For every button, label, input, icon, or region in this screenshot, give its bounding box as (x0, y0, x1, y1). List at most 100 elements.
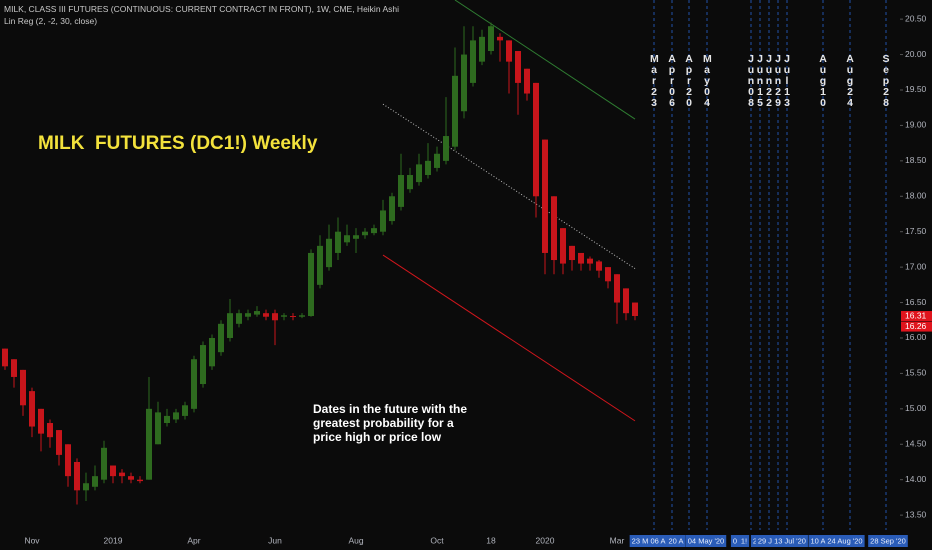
candle-body (389, 196, 395, 222)
future-axis-label: 06 A (650, 536, 665, 545)
future-axis-box (685, 535, 727, 547)
candle-body (533, 82, 539, 197)
candle-body (164, 415, 170, 424)
candle-body (101, 447, 107, 480)
future-axis-box (738, 535, 750, 547)
candle-body (110, 465, 116, 477)
y-tick-label: 14.00 (905, 474, 927, 484)
future-axis-label: 04 May '20 (688, 536, 724, 545)
future-axis-box (868, 535, 908, 547)
future-axis-box (730, 535, 740, 547)
candle-body (281, 315, 287, 317)
trend-line (454, 0, 636, 120)
candle-body (65, 444, 71, 477)
y-tick-label: 18.50 (905, 155, 927, 165)
candle-body (326, 238, 332, 268)
plot (2, 0, 887, 530)
future-date-label: Jun 29 (774, 53, 782, 109)
future-date-label: Sep 28 (882, 53, 890, 109)
candle-body (74, 461, 80, 491)
candle-body (614, 274, 620, 303)
candle-body (119, 472, 125, 477)
future-axis-label: 10 A (810, 536, 825, 545)
candle-body (299, 315, 305, 317)
candle-body (218, 323, 224, 353)
future-axis-label: 24 Aug '20 (827, 536, 862, 545)
candle-body (308, 252, 314, 317)
y-tick-label: 18.00 (905, 191, 927, 201)
candle-body (560, 228, 566, 264)
x-tick-label: 2019 (104, 535, 123, 545)
candle-body (551, 196, 557, 261)
candle-body (254, 311, 260, 315)
candle-body (11, 359, 17, 377)
future-axis-label: 0 (733, 536, 737, 545)
future-axis-label: 20 A (668, 536, 683, 545)
last-price-box (901, 321, 932, 332)
y-tick-label: 16.00 (905, 332, 927, 342)
candle-body (245, 313, 251, 317)
y-tick-label: 20.00 (905, 49, 927, 59)
candle-body (353, 235, 359, 239)
candle-body (29, 391, 35, 427)
y-tick-label: 14.50 (905, 439, 927, 449)
chart-title: MILK FUTURES (DC1!) Weekly (38, 133, 318, 154)
candle-body (209, 337, 215, 367)
candle-body (344, 235, 350, 243)
x-tick-label: 18 (486, 535, 496, 545)
candle-body (596, 261, 602, 271)
future-date-label: Aug 24 (846, 53, 854, 109)
candle-body (497, 36, 503, 41)
candle-body (524, 68, 530, 94)
future-date-label: Mar 23 (650, 53, 659, 109)
future-axis-box (825, 535, 865, 547)
x-tick-label: Oct (430, 535, 444, 545)
candle-body (587, 258, 593, 264)
candle-body (371, 228, 377, 234)
y-tick-label: 19.50 (905, 84, 927, 94)
x-tick-label: Apr (187, 535, 200, 545)
y-tick-label: 15.50 (905, 368, 927, 378)
x-tick-label: Nov (24, 535, 40, 545)
candle-body (191, 359, 197, 409)
future-axis-box (808, 535, 828, 547)
candle-body (2, 348, 8, 367)
x-tick-label: Aug (348, 535, 363, 545)
future-date-label: Aug 10 (819, 53, 827, 109)
candle-body (335, 231, 341, 253)
future-date-label: Apr 06 (668, 53, 676, 109)
last-price-label: 16.26 (905, 321, 927, 331)
future-axis-box (648, 535, 668, 547)
candle-body (398, 175, 404, 207)
y-tick-label: 15.00 (905, 403, 927, 413)
future-axis-label: 1! (741, 536, 747, 545)
future-date-label: Jun 22 (765, 53, 773, 109)
candle-body (182, 405, 188, 416)
candle-body (317, 245, 323, 285)
y-tick-label: 20.50 (905, 13, 927, 23)
candle-body (380, 210, 386, 232)
future-axis-box (666, 535, 686, 547)
future-date-label: Apr 20 (685, 53, 693, 109)
future-axis-box (629, 535, 651, 547)
candle-body (272, 313, 278, 321)
future-axis-box (772, 535, 808, 547)
future-date-label: Jul 13 (783, 53, 791, 109)
candle-body (479, 36, 485, 62)
y-tick-label: 17.50 (905, 226, 927, 236)
y-tick-label: 17.00 (905, 261, 927, 271)
candle-body (443, 136, 449, 161)
future-date-label: May 04 (703, 53, 712, 109)
candle-body (227, 313, 233, 338)
candle-body (173, 412, 179, 420)
candle-body (623, 288, 629, 314)
future-axis-label: 23 M (632, 536, 649, 545)
trend-line (382, 103, 636, 269)
candle-body (236, 313, 242, 324)
candle-body (416, 164, 422, 183)
candle-body (263, 313, 269, 317)
candle-body (434, 153, 440, 168)
y-tick-label: 13.50 (905, 509, 927, 519)
candle-body (155, 412, 161, 445)
